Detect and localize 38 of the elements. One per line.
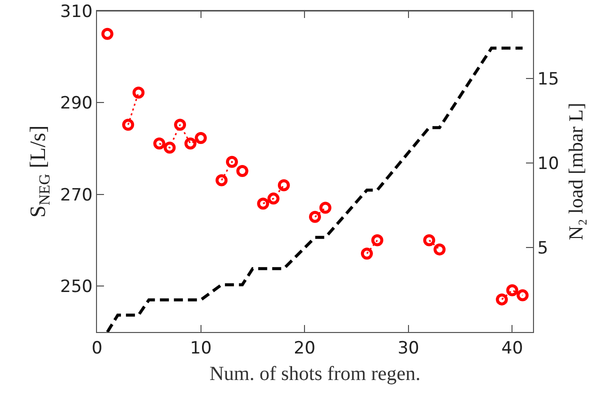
point bbox=[216, 174, 228, 186]
point bbox=[194, 132, 207, 144]
point bbox=[309, 210, 321, 223]
point bbox=[122, 118, 134, 131]
point bbox=[164, 142, 176, 154]
point bbox=[423, 234, 436, 246]
y-tick-label: 270 bbox=[60, 185, 93, 206]
point bbox=[153, 138, 166, 150]
point bbox=[319, 202, 332, 214]
y-tick-label: 290 bbox=[60, 94, 93, 114]
y2-tick-label: 10 bbox=[537, 154, 560, 174]
point bbox=[516, 289, 529, 302]
point bbox=[278, 179, 290, 192]
point bbox=[257, 198, 270, 210]
x-tick-label: 30 bbox=[398, 338, 420, 358]
point bbox=[184, 138, 196, 150]
point bbox=[226, 156, 238, 168]
y2-tick-label: 15 bbox=[537, 70, 560, 90]
point bbox=[360, 248, 373, 260]
point bbox=[371, 234, 384, 246]
x-tick-label: 10 bbox=[190, 338, 212, 358]
line-series bbox=[106, 46, 524, 332]
point bbox=[506, 284, 518, 296]
point bbox=[236, 165, 248, 178]
x-tick-label: 40 bbox=[501, 338, 524, 358]
point bbox=[267, 192, 280, 205]
x-axis-title: Num. of shots from regen. bbox=[209, 362, 421, 385]
point bbox=[132, 86, 145, 99]
y2-tick-label: 5 bbox=[537, 238, 548, 258]
y-tick-label: 250 bbox=[60, 277, 93, 298]
y-tick-label: 310 bbox=[60, 2, 93, 22]
x-tick-label: 0 bbox=[92, 338, 102, 358]
point bbox=[174, 118, 186, 131]
point bbox=[101, 28, 114, 40]
y2-axis-title: N₂ load [mbar L] bbox=[566, 102, 588, 240]
x-tick-label: 20 bbox=[294, 338, 316, 358]
point bbox=[496, 293, 508, 306]
point bbox=[434, 243, 446, 256]
